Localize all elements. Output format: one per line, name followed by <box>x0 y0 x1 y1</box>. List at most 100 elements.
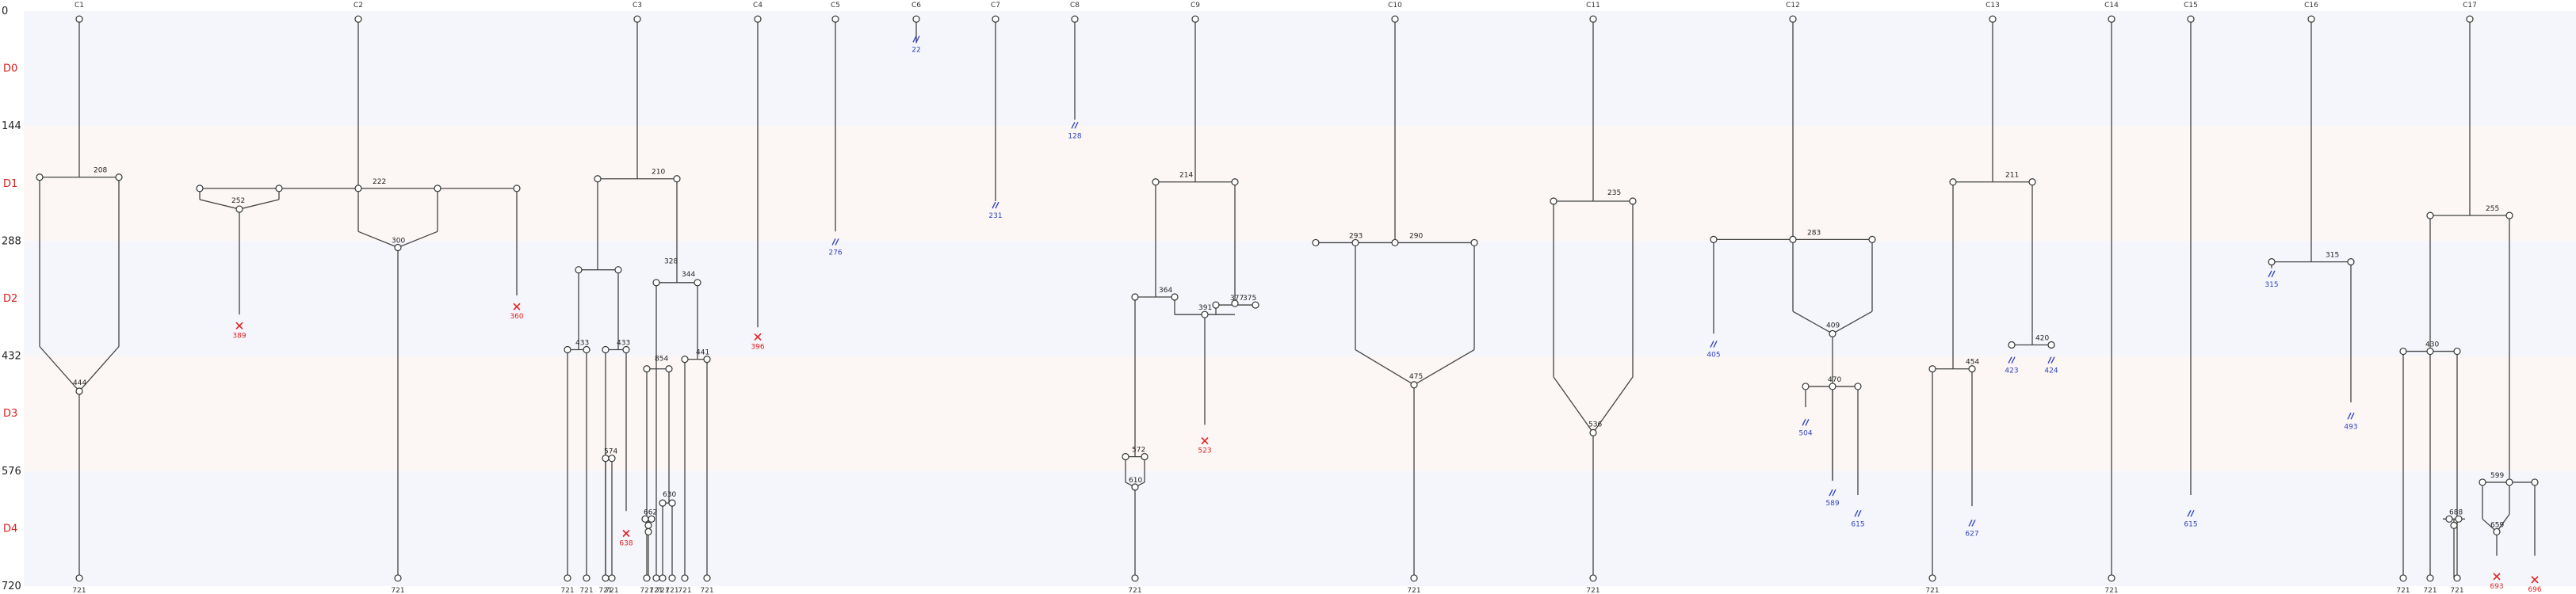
tree-node <box>1231 178 1239 186</box>
tree-node <box>1131 483 1139 491</box>
survival-marker <box>1713 341 1718 348</box>
tree-node <box>2008 341 2016 349</box>
bottom-label: 721 <box>2396 587 2410 594</box>
node-label: 441 <box>696 349 709 357</box>
node-label: 599 <box>2490 472 2504 480</box>
survival-marker <box>1832 489 1836 497</box>
tree-node <box>354 15 362 23</box>
bottom-label: 721 <box>649 587 663 594</box>
tree-node <box>1410 574 1418 582</box>
tree-node <box>1071 15 1079 23</box>
terminal-label: 396 <box>751 343 764 351</box>
tree-node <box>643 574 651 582</box>
survival-marker <box>2268 270 2272 278</box>
survival-marker <box>1071 121 1076 129</box>
tree-node <box>2399 347 2407 356</box>
tree-node <box>608 574 616 582</box>
depth-band <box>24 241 2576 356</box>
tree-edge <box>78 346 120 392</box>
survival-marker <box>915 36 920 43</box>
survival-marker <box>2350 412 2355 420</box>
tree-edge <box>357 230 399 249</box>
node-label: 208 <box>94 167 107 175</box>
depth-label: D3 <box>3 408 17 420</box>
tree-node <box>2426 347 2434 356</box>
tree-node <box>754 15 762 23</box>
tree-node <box>1201 310 1209 318</box>
bottom-label: 721 <box>1128 587 1141 594</box>
tree-node <box>659 499 667 507</box>
tree-node <box>75 15 83 23</box>
terminal-label: 424 <box>2044 367 2058 375</box>
terminal-label: 638 <box>619 540 633 548</box>
tree-node <box>2479 478 2486 486</box>
terminal-label: 493 <box>2344 423 2357 431</box>
node-label: 210 <box>652 169 665 177</box>
node-label: 252 <box>231 197 245 205</box>
column-label: C8 <box>1070 2 1080 10</box>
tree-node <box>1171 293 1179 301</box>
death-marker <box>1201 436 1209 445</box>
survival-marker <box>831 238 836 246</box>
tree-node <box>36 173 44 181</box>
node-label: 315 <box>2326 252 2339 260</box>
node-label: 290 <box>1409 232 1423 240</box>
depth-label: D0 <box>3 63 17 75</box>
tree-node <box>564 345 571 354</box>
y-axis: D0 D1 D2 D3 D4 0 144 288 432 576 720 <box>2 6 21 592</box>
node-label: 211 <box>2005 172 2019 180</box>
death-marker <box>2531 576 2539 584</box>
terminal-label: 405 <box>1707 352 1720 360</box>
bottom-label: 721 <box>1407 587 1420 594</box>
tree-node <box>648 515 655 523</box>
tree-edge <box>397 230 438 249</box>
tree-node <box>2307 15 2315 23</box>
tree-node <box>652 574 660 582</box>
column-label: C11 <box>1586 2 1600 10</box>
node-label: 293 <box>1349 232 1363 240</box>
tree-node <box>602 574 610 582</box>
column-label: C10 <box>1388 2 1402 10</box>
node-label: 454 <box>1966 359 1979 367</box>
survival-marker <box>992 201 996 209</box>
node-label: 420 <box>2035 334 2049 342</box>
tree-node <box>434 185 441 192</box>
bottom-label: 721 <box>560 587 574 594</box>
survival-marker <box>835 238 839 246</box>
node-label: 235 <box>1607 189 1621 197</box>
node-label: 475 <box>1409 373 1423 381</box>
column-label: C16 <box>2304 2 2318 10</box>
tree-node <box>643 365 651 373</box>
node-label: 688 <box>2449 508 2463 516</box>
survival-marker <box>1805 419 1810 426</box>
tree-node <box>564 574 571 582</box>
tree-node <box>594 175 602 183</box>
node-label: 470 <box>1828 376 1841 384</box>
survival-marker <box>2187 510 2192 517</box>
terminal-label: 360 <box>510 313 523 321</box>
node-label: 344 <box>682 271 695 279</box>
bottom-label: 721 <box>579 587 593 594</box>
node-label: 854 <box>655 356 668 364</box>
tree-node <box>1391 15 1399 23</box>
tree-node <box>2493 527 2501 536</box>
depth-label: D2 <box>3 293 17 305</box>
tree-node <box>1152 178 1160 186</box>
terminal-label: 615 <box>2184 520 2197 528</box>
terminal-label: 627 <box>1965 530 1978 538</box>
terminal-label: 693 <box>2490 583 2503 591</box>
bottom-label: 721 <box>605 587 618 594</box>
column-label: C15 <box>2184 2 2198 10</box>
tree-node <box>614 266 622 274</box>
tree-edge <box>1792 310 1833 334</box>
y-tick-label: 144 <box>2 120 21 132</box>
survival-marker <box>2271 270 2276 278</box>
tree-node <box>1141 453 1148 461</box>
bottom-label: 721 <box>2104 587 2118 594</box>
tree-node <box>1829 383 1836 390</box>
survival-marker <box>1971 520 1976 527</box>
depth-label: D4 <box>3 523 17 535</box>
depth-bands <box>24 11 2576 586</box>
tree-edge <box>1592 376 1634 433</box>
tree-node <box>2399 574 2407 582</box>
